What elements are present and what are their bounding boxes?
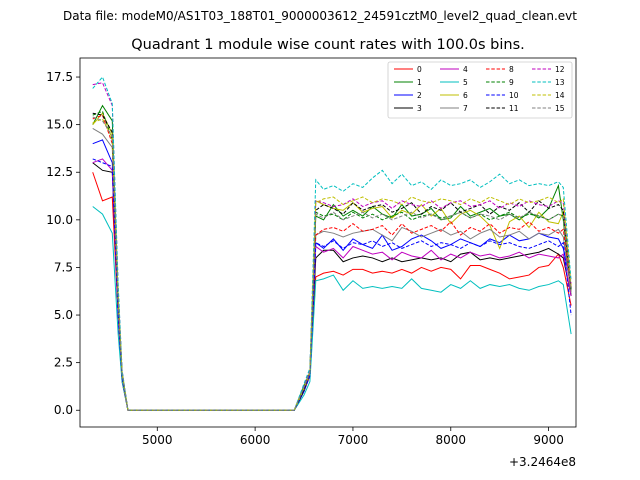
legend-label: 9 [509,78,514,87]
legend-label: 15 [555,104,565,113]
x-offset-label: +3.2464e8 [509,455,576,469]
legend-label: 10 [509,91,519,100]
legend-label: 12 [555,65,565,74]
legend-label: 3 [417,104,422,113]
y-tick-label: 15.0 [46,118,73,132]
plot-area [79,57,577,428]
x-tick-label: 7000 [338,433,369,447]
legend-entry-1: 1 [394,78,422,87]
series-line-12 [92,82,572,411]
figure-suptitle: Data file: modeM0/AS1T03_188T01_90000036… [63,9,577,23]
legend-label: 7 [463,104,468,113]
legend-entry-13: 13 [532,78,565,87]
legend-entry-3: 3 [394,104,422,113]
x-axis: 5000 6000 7000 8000 9000 [142,427,564,447]
legend-label: 4 [463,65,468,74]
legend-label: 11 [509,104,519,113]
axes-frame [79,57,577,428]
legend-entry-5: 5 [440,78,468,87]
legend-label: 13 [555,78,565,87]
y-tick-label: 5.0 [54,308,73,322]
legend-entry-11: 11 [486,104,519,113]
legend-entry-15: 15 [532,104,565,113]
legend-entry-0: 0 [394,65,422,74]
legend-entry-10: 10 [486,91,519,100]
legend-entry-2: 2 [394,91,422,100]
legend-frame [387,61,573,119]
legend-entry-12: 12 [532,65,565,74]
legend-entry-9: 9 [486,78,514,87]
legend-entry-8: 8 [486,65,514,74]
x-tick-label: 5000 [142,433,173,447]
series-lines [92,76,572,411]
legend-label: 6 [463,91,468,100]
chart-title: Quadrant 1 module wise count rates with … [131,37,525,53]
legend-entry-7: 7 [440,104,468,113]
y-tick-label: 0.0 [54,403,73,417]
y-tick-label: 10.0 [46,213,73,227]
legend-label: 8 [509,65,514,74]
legend-entry-4: 4 [440,65,468,74]
legend-label: 5 [463,78,468,87]
legend-entry-6: 6 [440,91,468,100]
y-tick-label: 12.5 [46,165,73,179]
legend-entry-14: 14 [532,91,565,100]
x-tick-label: 6000 [240,433,271,447]
legend-label: 2 [417,91,422,100]
legend-label: 0 [417,65,422,74]
y-tick-label: 17.5 [46,70,73,84]
x-tick-label: 8000 [436,433,467,447]
series-line-10 [92,158,572,411]
legend-label: 1 [417,78,422,87]
x-tick-label: 9000 [533,433,564,447]
y-axis: 0.0 2.5 5.0 7.5 10.0 12.5 15.0 17.5 [46,70,80,417]
y-tick-label: 7.5 [54,260,73,274]
series-line-15 [92,116,572,411]
y-tick-label: 2.5 [54,356,73,370]
legend-label: 14 [555,91,565,100]
